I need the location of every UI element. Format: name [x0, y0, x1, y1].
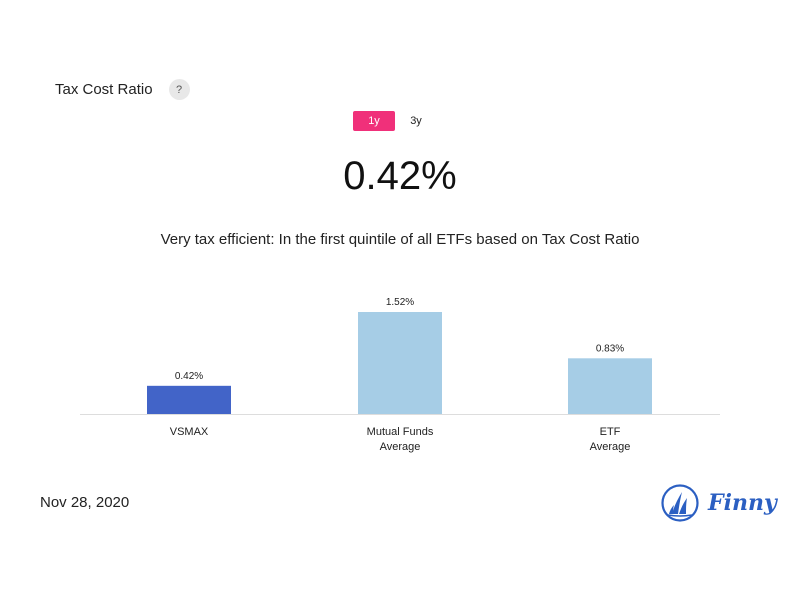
data-label-1: 1.52% — [386, 297, 414, 308]
category-label-1-1: Average — [380, 441, 421, 453]
title-row: Tax Cost Ratio ? — [55, 79, 190, 100]
period-tabs: 1y 3y — [353, 111, 437, 131]
efficiency-description: Very tax efficient: In the first quintil… — [160, 231, 640, 248]
tab-3y[interactable]: 3y — [410, 115, 422, 127]
category-label-2-1: Average — [590, 441, 631, 453]
finny-brand[interactable]: Finny — [660, 483, 777, 523]
data-label-0: 0.42% — [175, 371, 203, 382]
bar-1 — [358, 312, 442, 414]
category-label-1-0: Mutual Funds — [367, 426, 434, 438]
category-label-2-0: ETF — [600, 426, 621, 438]
tab-1y[interactable]: 1y — [353, 111, 395, 131]
finny-sail-logo-icon — [661, 484, 699, 522]
data-label-2: 0.83% — [596, 343, 624, 354]
category-label-0-0: VSMAX — [170, 426, 209, 438]
headline-value: 0.42% — [343, 154, 457, 198]
as-of-date: Nov 28, 2020 — [40, 494, 130, 511]
bar-0 — [147, 385, 231, 414]
brand-name: Finny — [708, 490, 777, 516]
help-icon[interactable]: ? — [168, 79, 190, 100]
bar-2 — [568, 358, 652, 414]
page-title: Tax Cost Ratio — [55, 81, 153, 98]
bar-chart: 0.42% VSMAX 1.52% Mutual Funds Average 0.83% E… — [80, 297, 720, 453]
